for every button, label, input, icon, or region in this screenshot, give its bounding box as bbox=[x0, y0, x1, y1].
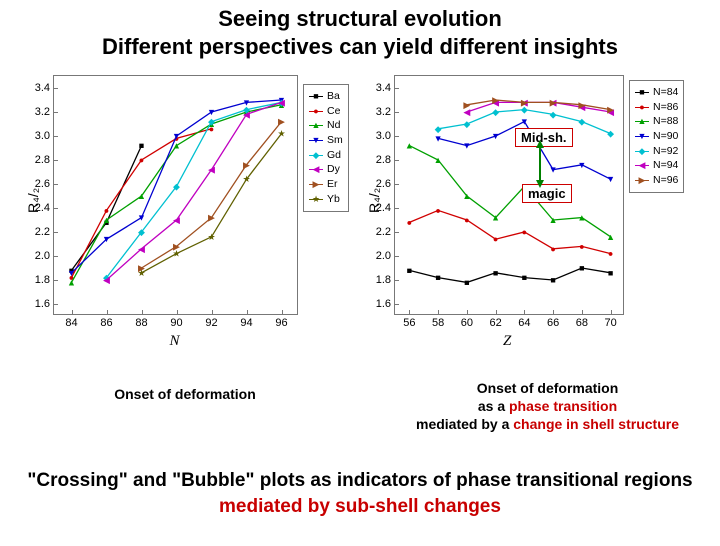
caption-right-l2b: phase transition bbox=[509, 398, 617, 414]
svg-text:▲: ▲ bbox=[67, 277, 76, 287]
svg-text:▲: ▲ bbox=[549, 215, 558, 225]
svg-text:●: ● bbox=[550, 244, 555, 254]
svg-text:■: ■ bbox=[493, 268, 498, 278]
svg-text:■: ■ bbox=[407, 265, 412, 275]
svg-text:◀: ◀ bbox=[173, 215, 180, 225]
svg-text:●: ● bbox=[579, 241, 584, 251]
svg-text:▼: ▼ bbox=[606, 174, 615, 184]
svg-text:▶: ▶ bbox=[208, 213, 215, 223]
svg-text:▼: ▼ bbox=[549, 165, 558, 175]
svg-text:■: ■ bbox=[435, 273, 440, 283]
svg-text:▲: ▲ bbox=[462, 191, 471, 201]
right-chart: 1.61.82.02.22.42.62.83.03.23.45658606264… bbox=[362, 70, 712, 350]
svg-text:▼: ▼ bbox=[577, 160, 586, 170]
svg-text:◆: ◆ bbox=[173, 181, 180, 191]
svg-text:▼: ▼ bbox=[491, 131, 500, 141]
svg-text:■: ■ bbox=[579, 263, 584, 273]
svg-text:●: ● bbox=[464, 215, 469, 225]
svg-text:★: ★ bbox=[207, 232, 215, 242]
svg-text:◆: ◆ bbox=[492, 107, 499, 117]
svg-text:■: ■ bbox=[608, 268, 613, 278]
bottom-text: "Crossing" and "Bubble" plots as indicat… bbox=[0, 468, 720, 519]
bottom-b: mediated by sub-shell changes bbox=[219, 496, 501, 517]
title-line-2: Different perspectives can yield differe… bbox=[0, 34, 720, 60]
svg-text:◆: ◆ bbox=[578, 117, 585, 127]
svg-text:▼: ▼ bbox=[434, 133, 443, 143]
svg-text:●: ● bbox=[608, 249, 613, 259]
svg-text:▶: ▶ bbox=[278, 117, 285, 127]
svg-text:▼: ▼ bbox=[137, 213, 146, 223]
left-chart: 1.61.82.02.22.42.62.83.03.23.48486889092… bbox=[8, 70, 358, 350]
svg-text:▼: ▼ bbox=[462, 141, 471, 151]
svg-text:■: ■ bbox=[139, 141, 144, 151]
svg-text:▼: ▼ bbox=[102, 234, 111, 244]
svg-text:▼: ▼ bbox=[207, 107, 216, 117]
svg-text:▲: ▲ bbox=[434, 155, 443, 165]
caption-right-l2a: as a bbox=[478, 398, 509, 414]
svg-text:◀: ◀ bbox=[208, 165, 215, 175]
svg-text:●: ● bbox=[407, 217, 412, 227]
svg-text:▲: ▲ bbox=[102, 215, 111, 225]
svg-text:▲: ▲ bbox=[606, 232, 615, 242]
svg-text:◀: ◀ bbox=[243, 109, 250, 119]
svg-text:▶: ▶ bbox=[607, 105, 614, 115]
svg-text:■: ■ bbox=[550, 275, 555, 285]
svg-text:●: ● bbox=[104, 205, 109, 215]
svg-text:●: ● bbox=[493, 234, 498, 244]
svg-text:▼: ▼ bbox=[67, 268, 76, 278]
svg-text:◀: ◀ bbox=[278, 97, 285, 107]
svg-text:◆: ◆ bbox=[463, 119, 470, 129]
title-line-1: Seeing structural evolution bbox=[0, 6, 720, 32]
caption-right: Onset of deformation as a phase transiti… bbox=[375, 379, 720, 434]
caption-right-l3a: mediated by a bbox=[416, 416, 513, 432]
svg-text:▲: ▲ bbox=[405, 141, 414, 151]
caption-left: Onset of deformation bbox=[60, 386, 310, 402]
svg-text:▼: ▼ bbox=[172, 131, 181, 141]
svg-text:●: ● bbox=[522, 227, 527, 237]
svg-text:▶: ▶ bbox=[463, 100, 470, 110]
svg-text:▲: ▲ bbox=[577, 213, 586, 223]
svg-text:◆: ◆ bbox=[208, 117, 215, 127]
svg-text:★: ★ bbox=[277, 129, 285, 139]
svg-text:▶: ▶ bbox=[492, 95, 499, 105]
svg-text:●: ● bbox=[139, 155, 144, 165]
svg-text:◆: ◆ bbox=[138, 227, 145, 237]
svg-text:◀: ◀ bbox=[103, 275, 110, 285]
svg-text:▲: ▲ bbox=[137, 191, 146, 201]
bottom-a: "Crossing" and "Bubble" plots as indicat… bbox=[27, 470, 692, 491]
svg-text:★: ★ bbox=[242, 174, 250, 184]
svg-text:■: ■ bbox=[522, 273, 527, 283]
svg-text:▶: ▶ bbox=[550, 97, 557, 107]
svg-text:★: ★ bbox=[137, 268, 145, 278]
svg-text:▶: ▶ bbox=[521, 97, 528, 107]
svg-text:◆: ◆ bbox=[607, 129, 614, 139]
svg-text:▶: ▶ bbox=[578, 100, 585, 110]
svg-text:◆: ◆ bbox=[435, 124, 442, 134]
svg-text:★: ★ bbox=[172, 249, 180, 259]
charts-row: 1.61.82.02.22.42.62.83.03.23.48486889092… bbox=[0, 70, 720, 350]
caption-right-l1: Onset of deformation bbox=[477, 380, 619, 396]
svg-text:■: ■ bbox=[464, 277, 469, 287]
svg-text:▶: ▶ bbox=[243, 160, 250, 170]
svg-text:▼: ▼ bbox=[520, 117, 529, 127]
svg-text:◆: ◆ bbox=[550, 109, 557, 119]
svg-text:◀: ◀ bbox=[138, 244, 145, 254]
svg-text:▲: ▲ bbox=[491, 213, 500, 223]
caption-right-l3b: change in shell structure bbox=[513, 416, 679, 432]
svg-text:●: ● bbox=[435, 205, 440, 215]
